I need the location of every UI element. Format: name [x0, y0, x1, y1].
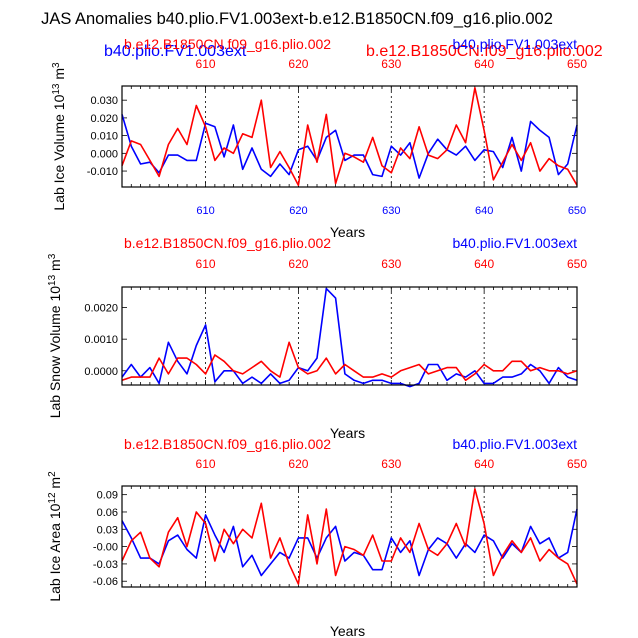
y-tick-label: 0.030	[90, 95, 118, 107]
x-tick-label-top: 620	[288, 457, 308, 471]
y-axis-label-part: m	[47, 477, 63, 493]
x-tick-label-bottom: 650	[568, 205, 586, 217]
panel-left-label: b.e12.B1850CN.f09_g16.plio.002	[124, 436, 331, 452]
y-axis-label: Lab Snow Volume 1013 m3	[47, 253, 63, 418]
x-axis-label: Years	[330, 623, 365, 638]
chart-panel-1: b.e12.B1850CN.f09_g16.plio.002 b40.plio.F…	[51, 36, 587, 240]
x-tick-label-top: 610	[196, 457, 216, 471]
chart-panel-2: b.e12.B1850CN.f09_g16.plio.002 b40.plio.F…	[47, 235, 587, 441]
x-tick-label-top: 610	[196, 257, 216, 271]
y-axis-label-part: Lab Ice Area 10	[47, 503, 63, 601]
series-line-red	[121, 87, 578, 186]
x-tick-label-top: 620	[288, 57, 308, 71]
x-tick-label-top: 630	[381, 57, 401, 71]
panel-left-label: b.e12.B1850CN.f09_g16.plio.002	[124, 235, 331, 251]
y-tick-label: 0.03	[97, 524, 118, 536]
overlay-blue-label: b40.plio.FV1.003ext	[104, 43, 247, 60]
x-tick-label-top: 640	[474, 57, 494, 71]
overlay-red-label: b.e12.B1850CN.f09_g16.plio.002	[366, 43, 603, 60]
figure-title: JAS Anomalies b40.plio.FV1.003ext-b.e12.…	[41, 10, 553, 28]
plot-frame	[121, 85, 578, 188]
y-tick-label: 0.0010	[84, 334, 118, 346]
x-tick-label-top: 630	[381, 457, 401, 471]
x-tick-label-top: 630	[381, 257, 401, 271]
y-tick-label: -0.00	[93, 542, 118, 554]
x-tick-label-bottom: 640	[475, 205, 493, 217]
x-tick-label-top: 650	[567, 457, 587, 471]
y-tick-label: -0.03	[93, 559, 118, 571]
y-axis-label-part: 12	[47, 492, 58, 504]
y-tick-label: -0.06	[93, 576, 118, 588]
y-tick-label: 0.09	[97, 490, 118, 502]
y-tick-label: 0.000	[90, 148, 118, 160]
plot-frame	[121, 286, 578, 386]
x-tick-label-bottom: 620	[289, 205, 307, 217]
x-tick-label-bottom: 630	[382, 205, 400, 217]
x-axis-label: Years	[330, 224, 365, 240]
y-tick-label: 0.0000	[84, 366, 118, 378]
y-tick-label: -0.010	[87, 166, 118, 178]
y-axis-label-part: Lab Snow Volume 10	[47, 286, 63, 419]
y-axis-label-part: 2	[47, 471, 58, 477]
x-tick-label-top: 640	[474, 457, 494, 471]
x-tick-label-top: 650	[567, 57, 587, 71]
x-axis-label: Years	[330, 425, 365, 441]
panel-right-label: b40.plio.FV1.003ext	[452, 436, 577, 452]
y-axis-label-part: 13	[51, 83, 62, 95]
plot-frame	[121, 485, 578, 588]
y-axis-label-part: 13	[47, 274, 58, 286]
series-line-red	[121, 341, 578, 382]
y-axis-label-part: 3	[51, 62, 62, 68]
y-axis-label: Lab Ice Area 1012 m2	[47, 471, 63, 602]
x-tick-label-bottom: 610	[196, 205, 214, 217]
series-line-blue	[121, 508, 578, 577]
x-tick-label-top: 640	[474, 257, 494, 271]
panel-left-label: b.e12.B1850CN.f09_g16.plio.002	[124, 36, 331, 52]
series-line-blue	[121, 287, 578, 388]
x-tick-label-top: 610	[196, 57, 216, 71]
y-axis-label-part: 3	[47, 253, 58, 259]
y-axis-label-part: m	[47, 259, 63, 275]
y-tick-label: 0.0020	[84, 303, 118, 315]
y-axis-label-part: m	[51, 68, 67, 84]
y-tick-label: 0.010	[90, 131, 118, 143]
y-tick-label: 0.06	[97, 507, 118, 519]
panel-right-label: b40.plio.FV1.003ext	[452, 235, 577, 251]
y-axis-label: Lab Ice Volume 1013 m3	[51, 62, 67, 211]
x-tick-label-top: 650	[567, 257, 587, 271]
y-tick-label: 0.020	[90, 113, 118, 125]
panel-right-label: b40.plio.FV1.003ext	[452, 36, 577, 52]
x-tick-label-top: 620	[288, 257, 308, 271]
y-axis-label-part: Lab Ice Volume 10	[51, 94, 67, 210]
chart-panel-3: b.e12.B1850CN.f09_g16.plio.002 b40.plio.F…	[47, 436, 587, 638]
series-line-red	[121, 488, 578, 585]
